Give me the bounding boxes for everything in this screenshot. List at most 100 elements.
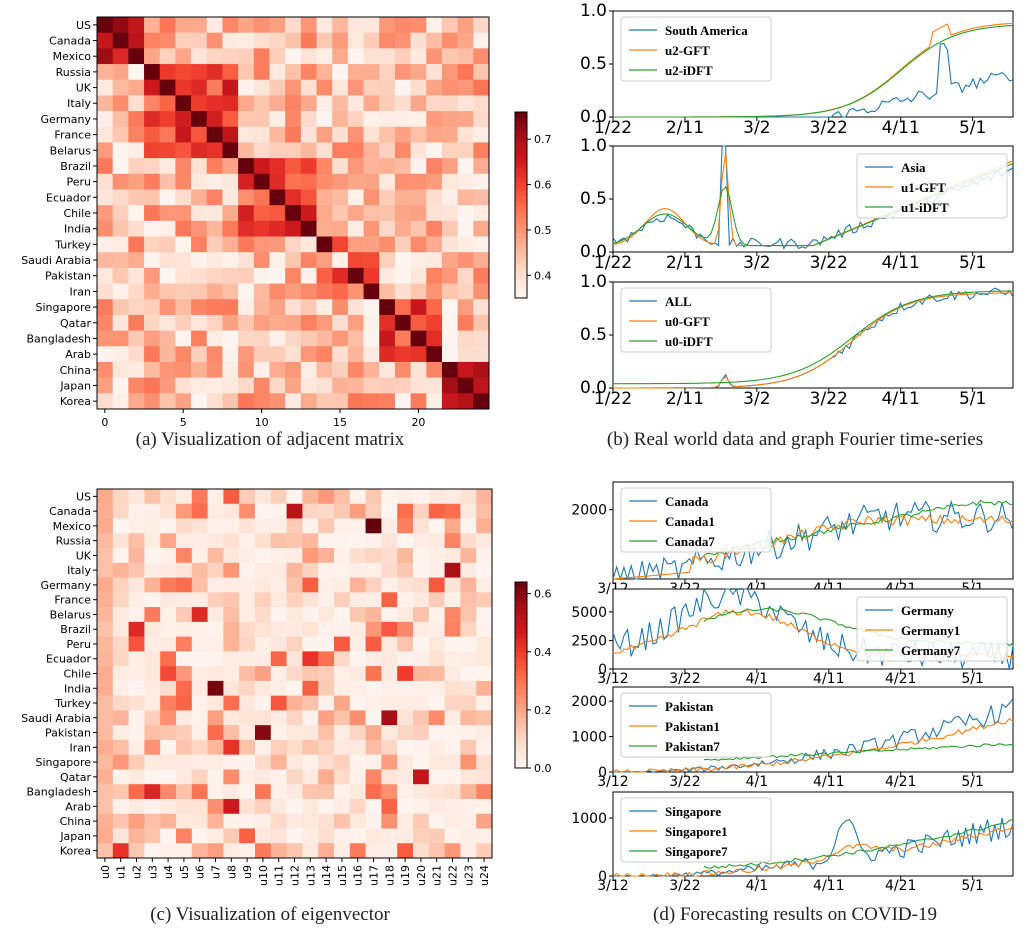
heatmap-cell (128, 64, 145, 81)
heatmap-cell (300, 79, 317, 96)
heatmap-cell (223, 503, 240, 519)
heatmap-cell (144, 330, 161, 347)
heatmap-cell (457, 142, 474, 159)
heatmap-cell (332, 205, 349, 222)
heatmap-cell (159, 314, 176, 331)
heatmap-cell (159, 79, 176, 96)
heatmap-cell (300, 189, 317, 206)
heatmap-cell (441, 299, 458, 316)
heatmap-cell (347, 267, 364, 284)
heatmap-cell (318, 533, 335, 549)
heatmap-cell (394, 32, 411, 49)
heatmap-cell (318, 680, 335, 696)
heatmap-cell (239, 769, 256, 785)
heatmap-cell (112, 695, 129, 711)
heatmap-cell (238, 189, 255, 206)
heatmap-cell (286, 798, 303, 815)
heatmap-cell (444, 651, 461, 667)
heatmap-cell (97, 236, 113, 253)
heatmap-cell (441, 236, 458, 253)
heatmap-cell (426, 252, 443, 269)
heatmap-cell (144, 236, 161, 253)
y-tick-label: Japan (59, 379, 91, 392)
heatmap-cell (270, 769, 287, 785)
heatmap-cell (285, 393, 302, 410)
heatmap-cell (457, 173, 474, 190)
heatmap-cell (444, 725, 461, 741)
heatmap-cell (334, 562, 351, 578)
heatmap-cell (222, 189, 239, 206)
heatmap-cell (206, 252, 223, 269)
heatmap-cell (381, 695, 398, 711)
heatmap-cell (160, 621, 177, 637)
heatmap-cell (302, 592, 319, 608)
x-tick-label: 4/1 (746, 878, 769, 894)
heatmap-cell (426, 64, 443, 81)
heatmap-cell (316, 158, 333, 175)
heatmap-cell (286, 680, 303, 696)
heatmap-cell (410, 48, 427, 65)
y-tick-label: Russia (56, 66, 91, 79)
heatmap-cell (413, 680, 430, 696)
x-tick-label: u5 (178, 865, 191, 879)
heatmap-cell (397, 710, 414, 726)
heatmap-cell (97, 813, 114, 829)
heatmap-cell (300, 236, 317, 253)
heatmap-cell (222, 299, 239, 316)
heatmap-cell (347, 32, 364, 49)
heatmap-cell (286, 548, 303, 564)
y-tick-label: Arab (65, 348, 91, 361)
heatmap-cell (318, 784, 335, 800)
heatmap-cell (239, 636, 256, 652)
x-tick-label: 3/22 (810, 253, 848, 273)
heatmap-cell (112, 220, 129, 237)
heatmap-cell (175, 252, 192, 269)
x-tick-label: 2/11 (666, 389, 704, 409)
heatmap-cell (128, 592, 145, 608)
heatmap-cell (253, 205, 270, 222)
colorbar-segment (515, 651, 527, 657)
heatmap-cell (334, 680, 351, 696)
x-tick-label: 4/11 (882, 253, 920, 273)
colorbar-segment (515, 614, 527, 620)
heatmap-cell (255, 695, 272, 711)
heatmap-cell (97, 725, 114, 741)
heatmap-cell (300, 48, 317, 65)
heatmap-cell (410, 79, 427, 96)
heatmap-cell (253, 361, 270, 378)
y-tick-label: Saudi Arabia (21, 254, 91, 267)
legend-entry: u0-GFT (665, 314, 710, 329)
heatmap-cell (347, 95, 364, 112)
colorbar-segment (515, 661, 527, 667)
heatmap-cell (176, 621, 193, 637)
heatmap-cell (318, 503, 335, 519)
heatmap-adjacent-matrix: USCanadaMexicoRussiaUKItalyGermanyFrance… (21, 16, 552, 429)
heatmap-cell (347, 299, 364, 316)
heatmap-cell (379, 79, 396, 96)
heatmap-cell (476, 489, 493, 505)
heatmap-cell (428, 489, 445, 505)
heatmap-cell (286, 518, 303, 534)
heatmap-cell (144, 489, 161, 505)
heatmap-cell (444, 562, 461, 578)
y-tick-label: India (64, 223, 91, 236)
heatmap-cell (223, 489, 240, 505)
heatmap-cell (191, 393, 208, 410)
heatmap-cell (318, 577, 335, 593)
heatmap-cell (176, 548, 193, 564)
heatmap-cell (191, 220, 208, 237)
heatmap-cell (97, 607, 114, 623)
heatmap-cell (160, 533, 177, 549)
heatmap-cell (206, 377, 223, 394)
heatmap-cell (270, 813, 287, 829)
heatmap-cell (206, 173, 223, 190)
heatmap-cell (128, 813, 145, 829)
heatmap-cell (176, 695, 193, 711)
heatmap-cell (413, 518, 430, 534)
colorbar-segment (515, 144, 527, 150)
heatmap-cell (97, 330, 113, 347)
heatmap-cell (426, 377, 443, 394)
heatmap-cell (112, 621, 129, 637)
heatmap-cell (381, 489, 398, 505)
heatmap-cell (318, 562, 335, 578)
